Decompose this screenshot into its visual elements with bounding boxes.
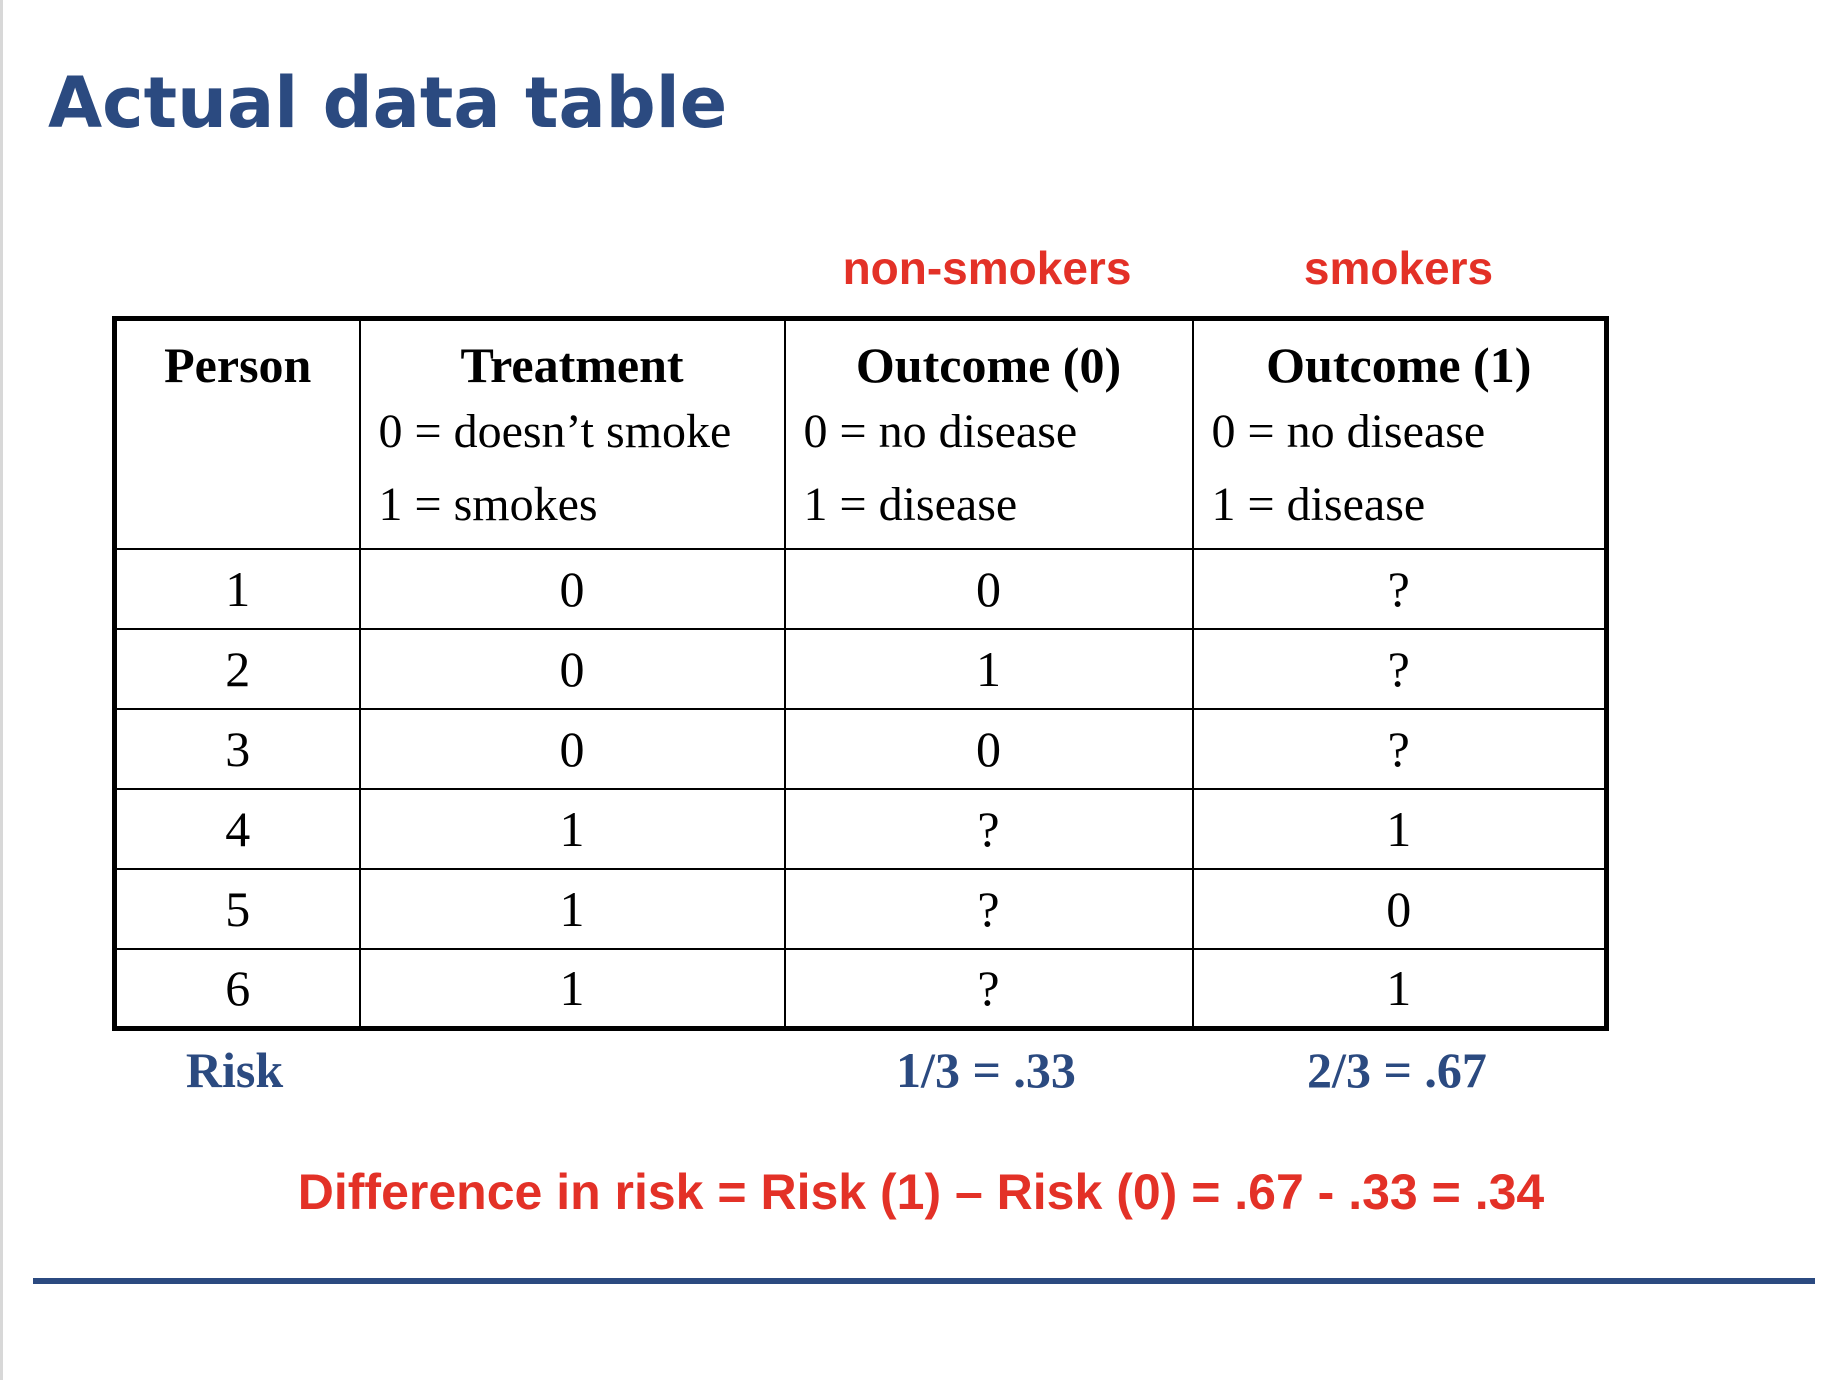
table-row: 6 1 ? 1 bbox=[113, 947, 1608, 1030]
cell-outcome-0: 0 bbox=[783, 547, 1194, 630]
table-row: 2 0 1 ? bbox=[113, 627, 1608, 710]
cell-outcome-0: ? bbox=[783, 867, 1194, 950]
cell-outcome-0: ? bbox=[783, 787, 1194, 870]
header-legend-line: 0 = no disease bbox=[1211, 405, 1486, 458]
cell-treatment: 1 bbox=[358, 947, 786, 1030]
header-cell-person: Person bbox=[113, 317, 361, 550]
slide-title: Actual data table bbox=[48, 62, 728, 144]
cell-treatment: 1 bbox=[358, 867, 786, 950]
header-legend-line: 0 = no disease bbox=[803, 405, 1078, 458]
header-legend-line: 1 = smokes bbox=[378, 478, 598, 531]
cell-person: 2 bbox=[113, 627, 361, 710]
cell-outcome-0: ? bbox=[783, 947, 1194, 1030]
header-title: Outcome (0) bbox=[855, 337, 1122, 393]
header-cell-outcome-0: Outcome (0) 0 = no disease 1 = disease bbox=[783, 317, 1194, 550]
risk-outcome-1: 2/3 = .67 bbox=[1307, 1042, 1487, 1098]
group-label-smokers: smokers bbox=[1303, 242, 1494, 294]
cell-outcome-0: 0 bbox=[783, 707, 1194, 790]
header-title: Treatment bbox=[460, 337, 684, 393]
cell-treatment: 0 bbox=[358, 547, 786, 630]
cell-treatment: 0 bbox=[358, 627, 786, 710]
footer-divider bbox=[33, 1278, 1815, 1284]
header-legend-line: 1 = disease bbox=[803, 478, 1018, 531]
header-cell-treatment: Treatment 0 = doesn’t smoke 1 = smokes bbox=[358, 317, 786, 550]
cell-outcome-1: 0 bbox=[1191, 867, 1608, 950]
header-legend-line: 0 = doesn’t smoke bbox=[378, 405, 732, 458]
cell-outcome-0: 1 bbox=[783, 627, 1194, 710]
cell-person: 3 bbox=[113, 707, 361, 790]
header-legend-line: 1 = disease bbox=[1211, 478, 1426, 531]
table-row: 3 0 0 ? bbox=[113, 707, 1608, 790]
cell-treatment: 0 bbox=[358, 707, 786, 790]
cell-person: 1 bbox=[113, 547, 361, 630]
header-row: Person Treatment 0 = doesn’t smoke 1 = s… bbox=[113, 317, 1608, 550]
cell-outcome-1: ? bbox=[1191, 627, 1608, 710]
slide-left-edge bbox=[0, 0, 3, 1380]
cell-person: 6 bbox=[113, 947, 361, 1030]
risk-outcome-0: 1/3 = .33 bbox=[896, 1042, 1076, 1098]
table-row: 5 1 ? 0 bbox=[113, 867, 1608, 950]
cell-person: 4 bbox=[113, 787, 361, 870]
cell-outcome-1: 1 bbox=[1191, 947, 1608, 1030]
header-title: Outcome (1) bbox=[1266, 337, 1532, 393]
cell-treatment: 1 bbox=[358, 787, 786, 870]
header-cell-outcome-1: Outcome (1) 0 = no disease 1 = disease bbox=[1191, 317, 1608, 550]
cell-outcome-1: ? bbox=[1191, 547, 1608, 630]
cell-person: 5 bbox=[113, 867, 361, 950]
risk-label: Risk bbox=[185, 1042, 284, 1098]
group-label-non-smokers: non-smokers bbox=[842, 242, 1132, 294]
table-row: 1 0 0 ? bbox=[113, 547, 1608, 630]
header-title: Person bbox=[164, 337, 312, 393]
cell-outcome-1: ? bbox=[1191, 707, 1608, 790]
table-row: 4 1 ? 1 bbox=[113, 787, 1608, 870]
data-table: Person Treatment 0 = doesn’t smoke 1 = s… bbox=[112, 316, 1609, 1031]
risk-difference-equation: Difference in risk = Risk (1) – Risk (0)… bbox=[297, 1164, 1545, 1220]
cell-outcome-1: 1 bbox=[1191, 787, 1608, 870]
